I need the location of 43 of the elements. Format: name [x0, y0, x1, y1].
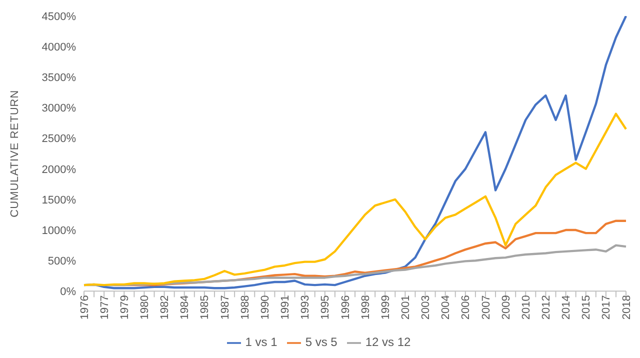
x-tick-label: 2014	[560, 295, 573, 320]
x-tick-label: 1996	[340, 295, 352, 320]
y-tick-label: 3500%	[42, 72, 76, 84]
x-tick-label: 2007	[480, 295, 492, 320]
x-tick-label: 2009	[500, 295, 512, 320]
x-tick-label: 1980	[139, 295, 152, 320]
x-tick-label: 2004	[440, 295, 452, 320]
x-tick-label: 1977	[98, 295, 111, 320]
x-tick-label: 1990	[259, 295, 272, 320]
legend-label: 12 vs 12	[365, 335, 411, 350]
y-tick-label: 3000%	[42, 102, 76, 115]
x-tick-label: 1998	[360, 295, 372, 320]
x-tick-label: 1993	[300, 295, 312, 320]
x-tick-label: 2012	[540, 295, 553, 320]
x-tick-label: 2003	[420, 295, 432, 320]
x-tick-label: 1985	[199, 295, 212, 320]
y-tick-label: 2000%	[42, 164, 76, 176]
y-tick-label: 1500%	[42, 194, 76, 206]
legend-label: 1 vs 1	[245, 335, 278, 350]
x-tick-label: 1995	[320, 295, 332, 320]
x-tick-label: 2018	[620, 295, 633, 320]
y-tick-label: 4000%	[42, 41, 76, 54]
x-tick-label: 2015	[580, 295, 593, 320]
y-tick-label: 0%	[60, 286, 76, 298]
x-tick-label: 1982	[159, 295, 172, 320]
y-axis-title: CUMULATIVE RETURN	[8, 90, 21, 218]
x-tick-label: 1999	[380, 295, 392, 320]
y-tick-label: 1000%	[42, 224, 76, 237]
x-tick-label: 1976	[78, 295, 91, 320]
x-tick-label: 1988	[239, 295, 252, 320]
x-tick-label: 1984	[179, 295, 192, 320]
x-tick-label: 2001	[400, 295, 412, 320]
x-tick-label: 1991	[280, 295, 292, 320]
legend-label: 5 vs 5	[305, 335, 338, 350]
y-tick-label: 500%	[48, 256, 76, 268]
line-series	[82, 112, 628, 286]
x-tick-label: 2010	[520, 295, 532, 320]
x-tick-label: 2017	[600, 295, 613, 320]
x-tick-label: 2006	[460, 295, 472, 320]
x-tick-label: 1987	[219, 295, 232, 320]
y-tick-label: 4500%	[42, 10, 76, 23]
x-tick-label: 1979	[118, 295, 131, 320]
y-tick-label: 2500%	[42, 133, 76, 146]
